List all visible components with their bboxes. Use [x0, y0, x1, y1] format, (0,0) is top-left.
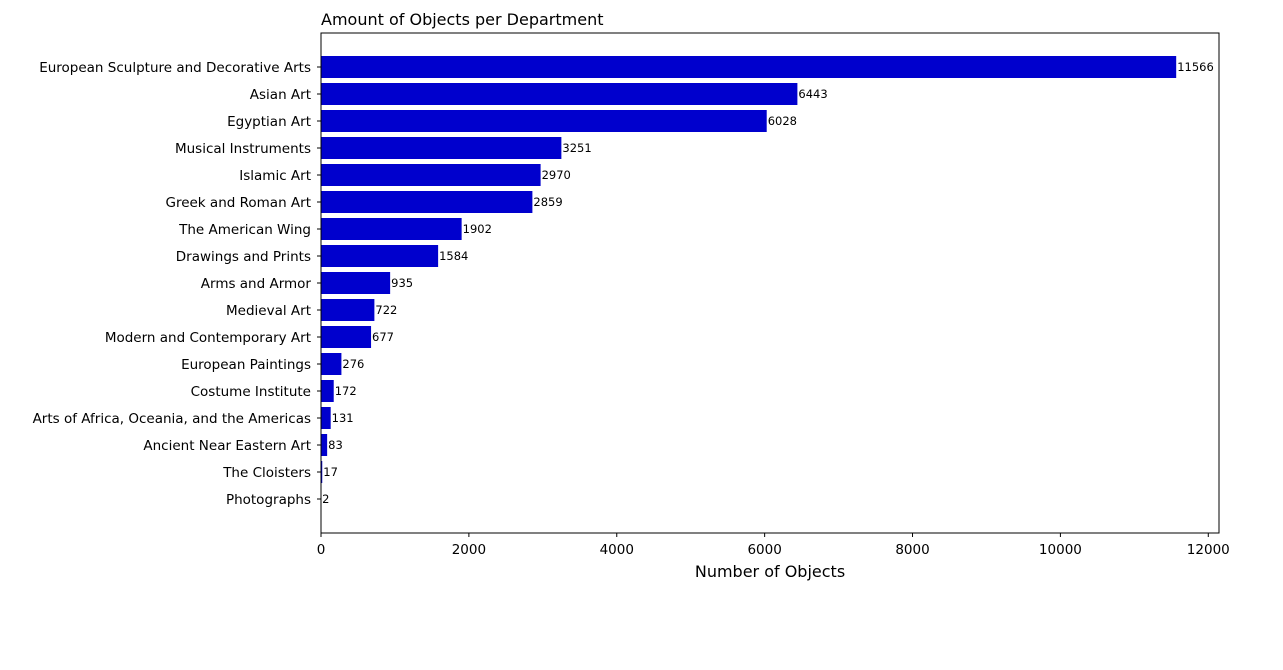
data-label: 276: [342, 357, 364, 371]
x-axis-label: Number of Objects: [695, 562, 845, 581]
bar: [321, 326, 371, 348]
bar: [321, 299, 374, 321]
y-tick-label: European Paintings: [181, 357, 311, 373]
x-tick-label: 8000: [895, 542, 929, 558]
y-tick-label: The Cloisters: [222, 465, 311, 481]
data-label: 83: [328, 438, 343, 452]
bar: [321, 434, 327, 456]
y-tick-label: Drawings and Prints: [176, 249, 311, 265]
bar: [321, 407, 331, 429]
data-label: 1584: [439, 249, 468, 263]
bar: [321, 218, 462, 240]
y-tick-label: Arts of Africa, Oceania, and the America…: [33, 411, 311, 427]
data-label: 6443: [798, 87, 827, 101]
bar: [321, 272, 390, 294]
data-label: 11566: [1177, 60, 1214, 74]
y-tick-label: European Sculpture and Decorative Arts: [39, 60, 311, 76]
bar: [321, 353, 341, 375]
bar: [321, 110, 767, 132]
y-tick-label: Photographs: [226, 492, 311, 508]
data-label: 677: [372, 330, 394, 344]
y-tick-label: Greek and Roman Art: [165, 195, 311, 211]
x-tick-label: 6000: [747, 542, 781, 558]
data-label: 3251: [562, 141, 591, 155]
data-label: 1902: [463, 222, 492, 236]
y-tick-label: Medieval Art: [226, 303, 311, 319]
y-tick-label: Modern and Contemporary Art: [105, 330, 311, 346]
data-label: 172: [335, 384, 357, 398]
bar: [321, 56, 1176, 78]
data-label: 17: [323, 465, 338, 479]
y-tick-label: Musical Instruments: [175, 141, 311, 157]
x-tick-label: 12000: [1187, 542, 1230, 558]
x-tick-label: 4000: [600, 542, 634, 558]
bar: [321, 380, 334, 402]
x-tick-label: 0: [317, 542, 326, 558]
data-label: 2: [322, 492, 329, 506]
data-label: 2970: [542, 168, 571, 182]
y-tick-label: Egyptian Art: [227, 114, 311, 130]
bar: [321, 83, 797, 105]
y-tick-label: Asian Art: [250, 87, 311, 103]
data-label: 2859: [533, 195, 562, 209]
y-tick-label: Islamic Art: [239, 168, 311, 184]
data-label: 935: [391, 276, 413, 290]
data-label: 6028: [768, 114, 797, 128]
bar: [321, 137, 561, 159]
bar: [321, 191, 532, 213]
y-tick-label: The American Wing: [178, 222, 311, 238]
y-tick-label: Costume Institute: [191, 384, 311, 400]
chart-title: Amount of Objects per Department: [321, 10, 603, 29]
data-label: 722: [375, 303, 397, 317]
bar: [321, 245, 438, 267]
plot-frame: [321, 33, 1219, 533]
x-tick-label: 10000: [1039, 542, 1082, 558]
bar: [321, 164, 541, 186]
data-label: 131: [332, 411, 354, 425]
y-tick-label: Arms and Armor: [201, 276, 312, 292]
y-tick-label: Ancient Near Eastern Art: [143, 438, 311, 454]
x-tick-label: 2000: [452, 542, 486, 558]
